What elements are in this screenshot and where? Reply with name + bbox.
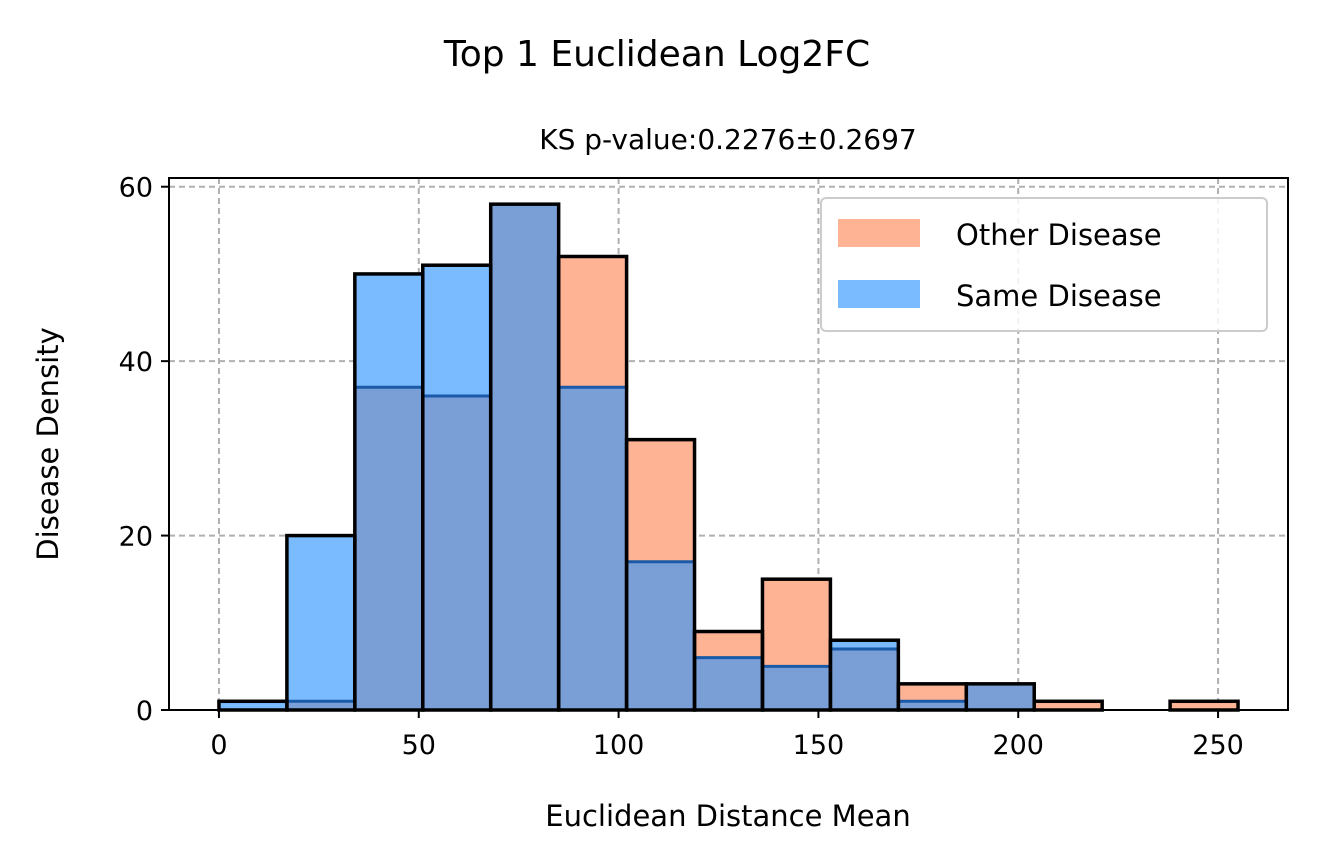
y-tick-label: 60 [119, 173, 153, 204]
legend-swatch-same-disease [838, 280, 920, 308]
bar-overlap [830, 648, 899, 710]
legend-label-other-disease: Other Disease [956, 218, 1162, 252]
legend: Other Disease Same Disease [820, 197, 1268, 332]
bar-overlap [558, 387, 627, 710]
bar-same-disease [286, 535, 355, 710]
bar-overlap [762, 666, 831, 710]
bar-overlap [694, 657, 763, 710]
legend-swatch-other-disease [838, 219, 920, 247]
figure-title: Top 1 Euclidean Log2FC [443, 34, 870, 75]
overlap-bars [286, 204, 1035, 710]
x-axis-ticks: 0 50 100 150 200 250 [210, 710, 1244, 761]
bar-overlap [898, 701, 967, 710]
x-axis-label: Euclidean Distance Mean [545, 799, 910, 833]
bar-other-disease [1034, 701, 1103, 710]
bar-overlap [422, 396, 491, 710]
bar-overlap [286, 701, 355, 710]
x-tick-label: 0 [210, 730, 227, 761]
bar-overlap [354, 387, 423, 710]
x-tick-label: 200 [992, 730, 1044, 761]
x-tick-label: 150 [793, 730, 845, 761]
legend-label-same-disease: Same Disease [956, 279, 1162, 313]
bar-same-disease [218, 701, 287, 710]
bar-overlap [490, 204, 559, 710]
y-axis-ticks: 0 20 40 60 [119, 173, 169, 727]
plot-frame [168, 177, 1289, 711]
bar-other-disease [1170, 701, 1239, 710]
x-tick-label: 250 [1192, 730, 1244, 761]
bar-overlap [626, 561, 695, 710]
y-tick-label: 0 [136, 696, 153, 727]
y-tick-label: 40 [119, 347, 153, 378]
legend-box [820, 197, 1268, 332]
x-tick-label: 50 [402, 730, 436, 761]
y-tick-label: 20 [119, 522, 153, 553]
y-axis-label: Disease Density [31, 327, 65, 561]
chart-subtitle: KS p-value:0.2276±0.2697 [539, 123, 916, 156]
bar-overlap [966, 683, 1035, 710]
x-tick-label: 100 [593, 730, 645, 761]
